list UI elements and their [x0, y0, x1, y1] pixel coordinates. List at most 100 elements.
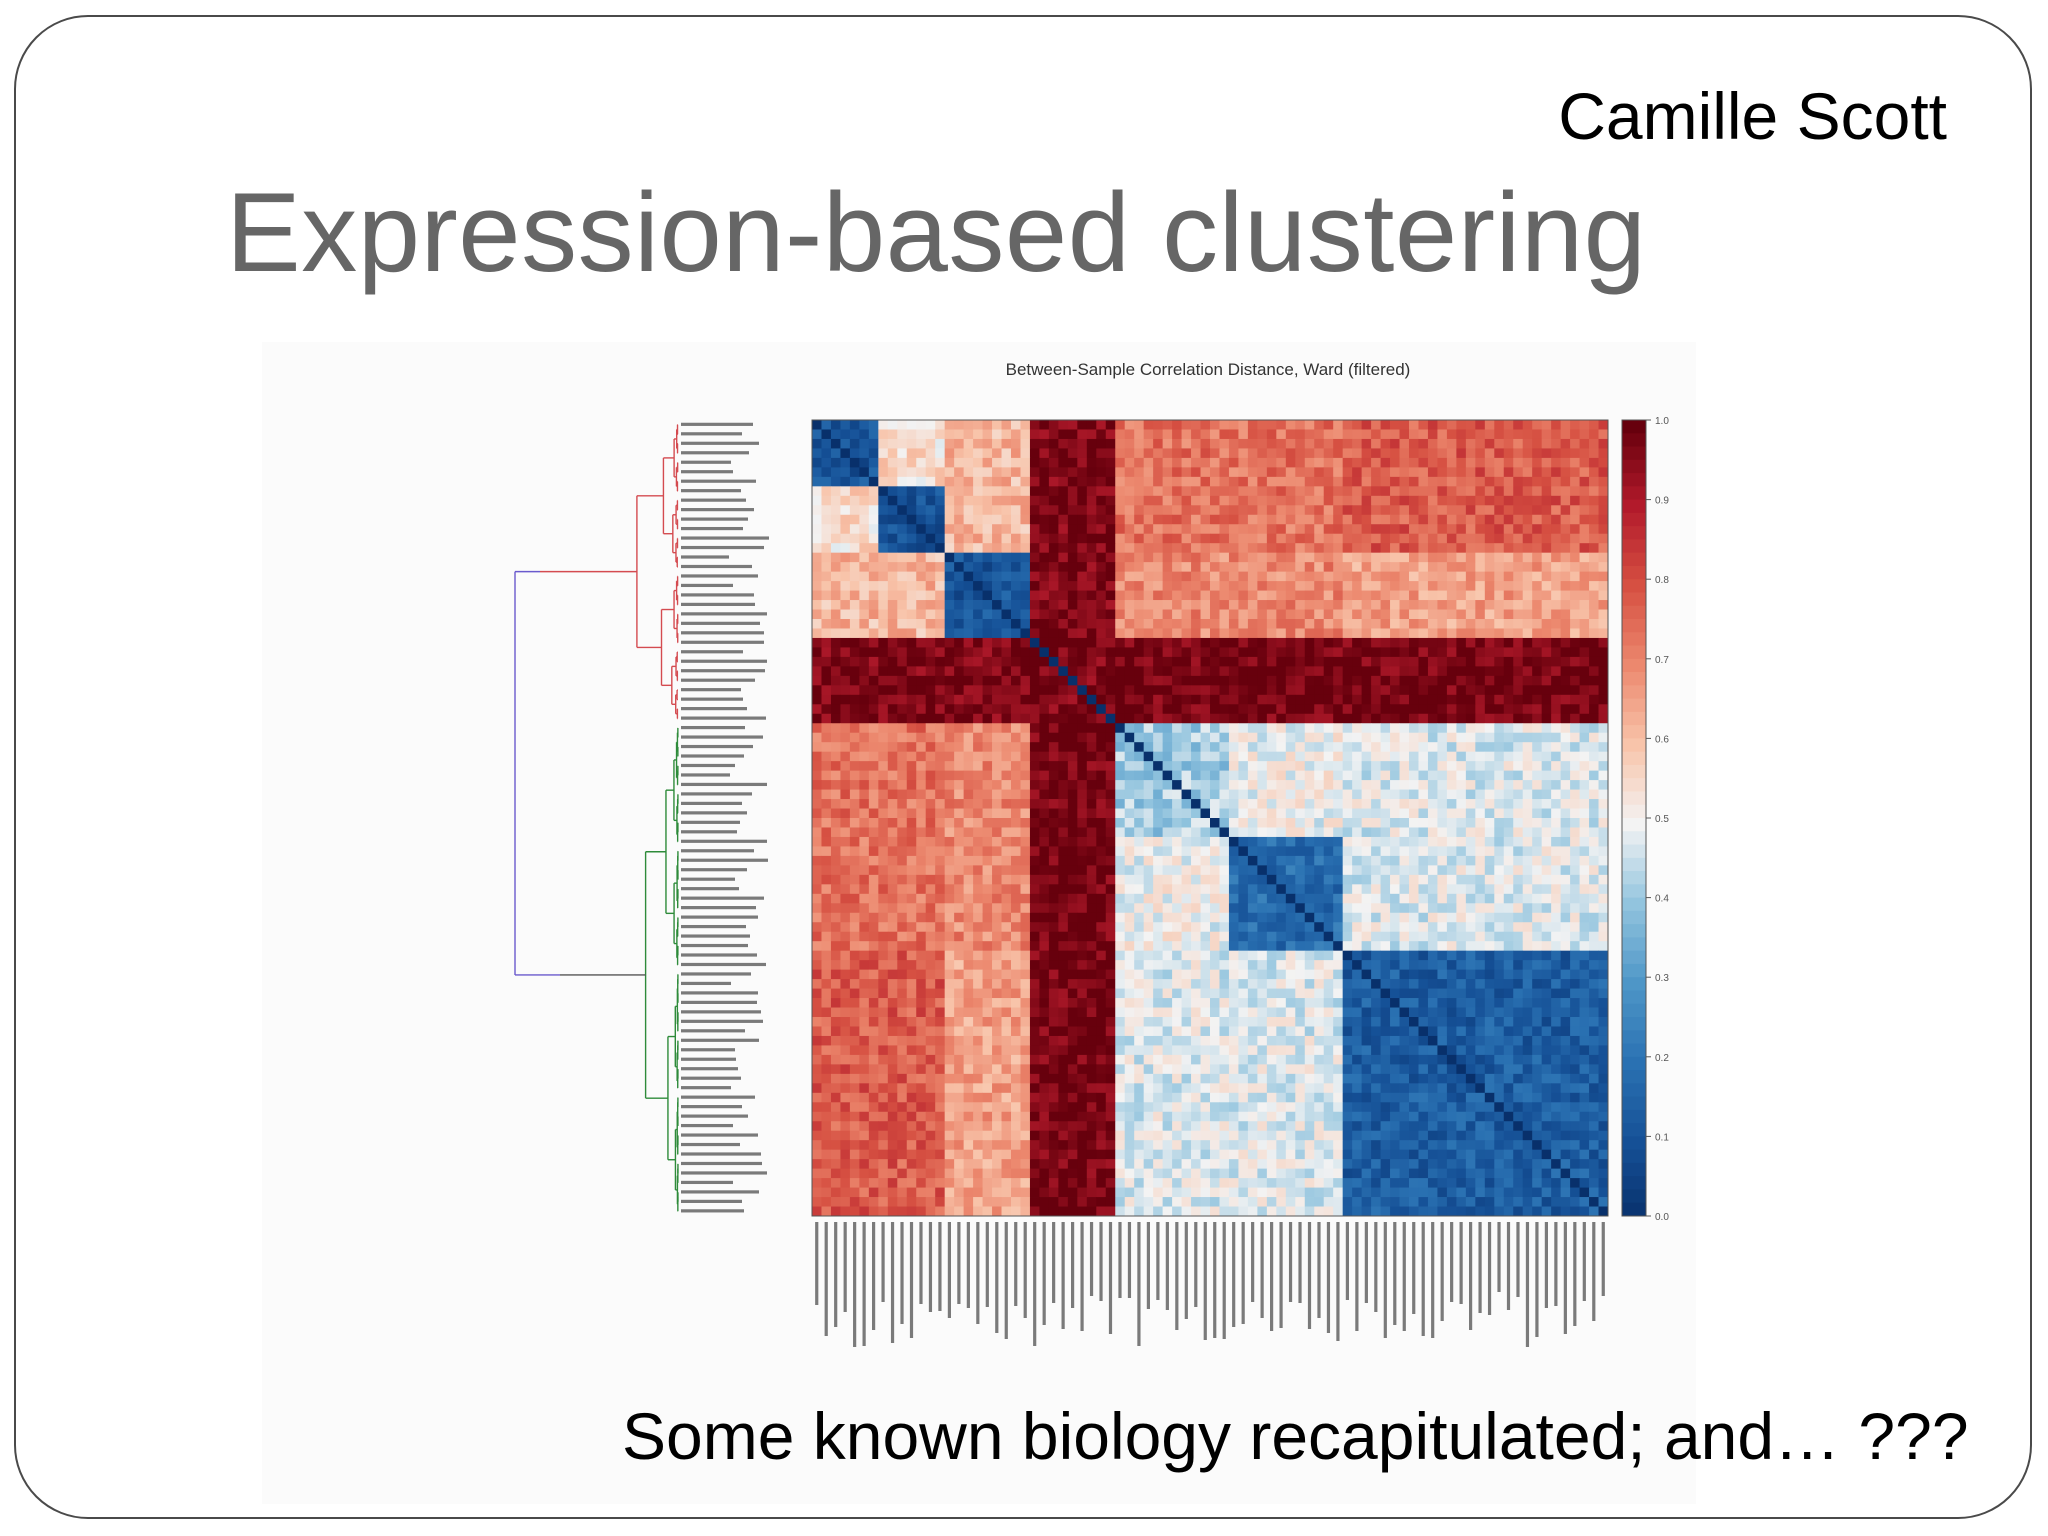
heatmap-cell: [1124, 420, 1135, 430]
heatmap-cell: [887, 789, 898, 800]
heatmap-cell: [1598, 723, 1609, 734]
heatmap-cell: [1598, 581, 1609, 591]
heatmap-cell: [1285, 656, 1296, 667]
heatmap-cell: [1465, 524, 1476, 535]
heatmap-cell: [849, 524, 860, 535]
heatmap-cell: [878, 476, 889, 487]
heatmap-cell: [1494, 628, 1505, 639]
heatmap-cell: [887, 429, 898, 440]
heatmap-cell: [1371, 922, 1381, 933]
row-label-mark: [681, 1180, 733, 1185]
heatmap-cell: [1314, 609, 1325, 620]
heatmap-cell: [1181, 742, 1192, 753]
heatmap-cell: [1210, 533, 1220, 544]
heatmap-cell: [1048, 893, 1059, 904]
heatmap-cell: [1077, 931, 1088, 942]
heatmap-cell: [1210, 514, 1220, 525]
heatmap-cell: [1039, 922, 1050, 933]
heatmap-cell: [1570, 429, 1580, 440]
heatmap-cell: [1361, 533, 1372, 544]
heatmap-cell: [1418, 420, 1429, 430]
heatmap-cell: [1503, 694, 1514, 705]
row-label-mark: [681, 849, 754, 853]
heatmap-cell: [906, 808, 917, 819]
heatmap-cell: [887, 543, 898, 554]
heatmap-cell: [1560, 619, 1571, 629]
heatmap-cell: [1039, 846, 1050, 857]
heatmap-cell: [1153, 751, 1164, 762]
heatmap-cell: [1172, 675, 1182, 686]
heatmap-cell: [1465, 637, 1476, 648]
heatmap-cell: [973, 647, 983, 658]
heatmap-cell: [1399, 846, 1410, 857]
heatmap-cell: [1361, 495, 1372, 506]
heatmap-cell: [1257, 666, 1268, 677]
heatmap-cell: [1029, 514, 1040, 525]
heatmap-cell: [1560, 922, 1571, 933]
heatmap-cell: [1399, 533, 1410, 544]
heatmap-cell: [925, 656, 936, 667]
heatmap-cell: [1560, 543, 1571, 554]
heatmap-cell: [1266, 865, 1277, 876]
heatmap-cell: [1304, 457, 1315, 468]
heatmap-cell: [1399, 495, 1410, 506]
heatmap-cell: [1247, 590, 1258, 601]
heatmap-cell: [1560, 552, 1571, 563]
heatmap-cell: [1484, 448, 1495, 459]
heatmap-cell: [992, 420, 1002, 430]
heatmap-cell: [1314, 855, 1325, 866]
heatmap-cell: [1342, 742, 1353, 753]
heatmap-cell: [1541, 457, 1552, 468]
heatmap-cell: [840, 637, 851, 648]
heatmap-cell: [1295, 931, 1306, 942]
heatmap-cell: [1418, 846, 1429, 857]
heatmap-cell: [1124, 903, 1135, 914]
heatmap-cell: [849, 742, 860, 753]
heatmap-cell: [1409, 637, 1419, 648]
heatmap-cell: [1532, 571, 1543, 582]
heatmap-cell: [1352, 467, 1363, 478]
heatmap-cell: [1048, 713, 1059, 724]
heatmap-cell: [1560, 420, 1571, 430]
heatmap-cell: [1011, 713, 1021, 724]
heatmap-cell: [1456, 647, 1467, 658]
heatmap-cell: [1191, 780, 1201, 790]
heatmap-cell: [1086, 666, 1097, 677]
heatmap-cell: [1390, 713, 1400, 724]
heatmap-cell: [1191, 723, 1201, 734]
heatmap-cell: [1295, 922, 1306, 933]
heatmap-cell: [1390, 818, 1400, 828]
heatmap-cell: [830, 884, 841, 895]
heatmap-cell: [1465, 732, 1476, 743]
heatmap-cell: [973, 827, 983, 838]
heatmap-cell: [1323, 865, 1334, 876]
heatmap-cells: [811, 419, 1609, 1217]
heatmap-cell: [1153, 581, 1164, 591]
heatmap-cell: [1437, 420, 1448, 430]
heatmap-cell: [1427, 808, 1438, 819]
heatmap-cell: [982, 770, 993, 781]
heatmap-cell: [1314, 533, 1325, 544]
heatmap-cell: [1266, 751, 1277, 762]
heatmap-cell: [1446, 742, 1457, 753]
heatmap-cell: [916, 865, 927, 876]
heatmap-cell: [1503, 903, 1514, 914]
heatmap-cell: [1570, 732, 1580, 743]
heatmap-cell: [1067, 931, 1078, 942]
heatmap-cell: [1086, 600, 1097, 610]
heatmap-cell: [1589, 723, 1599, 734]
heatmap-cell: [1475, 457, 1486, 468]
row-label-mark: [681, 744, 753, 749]
heatmap-cell: [1020, 476, 1031, 487]
heatmap-cell: [1172, 571, 1182, 582]
heatmap-cell: [1219, 429, 1230, 440]
heatmap-cell: [1238, 495, 1249, 506]
heatmap-cell: [1172, 855, 1182, 866]
heatmap-cell: [1513, 770, 1524, 781]
heatmap-cell: [963, 505, 974, 516]
heatmap-cell: [1001, 543, 1012, 554]
heatmap-cell: [1380, 476, 1391, 487]
heatmap-cell: [887, 941, 898, 952]
heatmap-cell: [1380, 789, 1391, 800]
heatmap-cell: [925, 818, 936, 828]
